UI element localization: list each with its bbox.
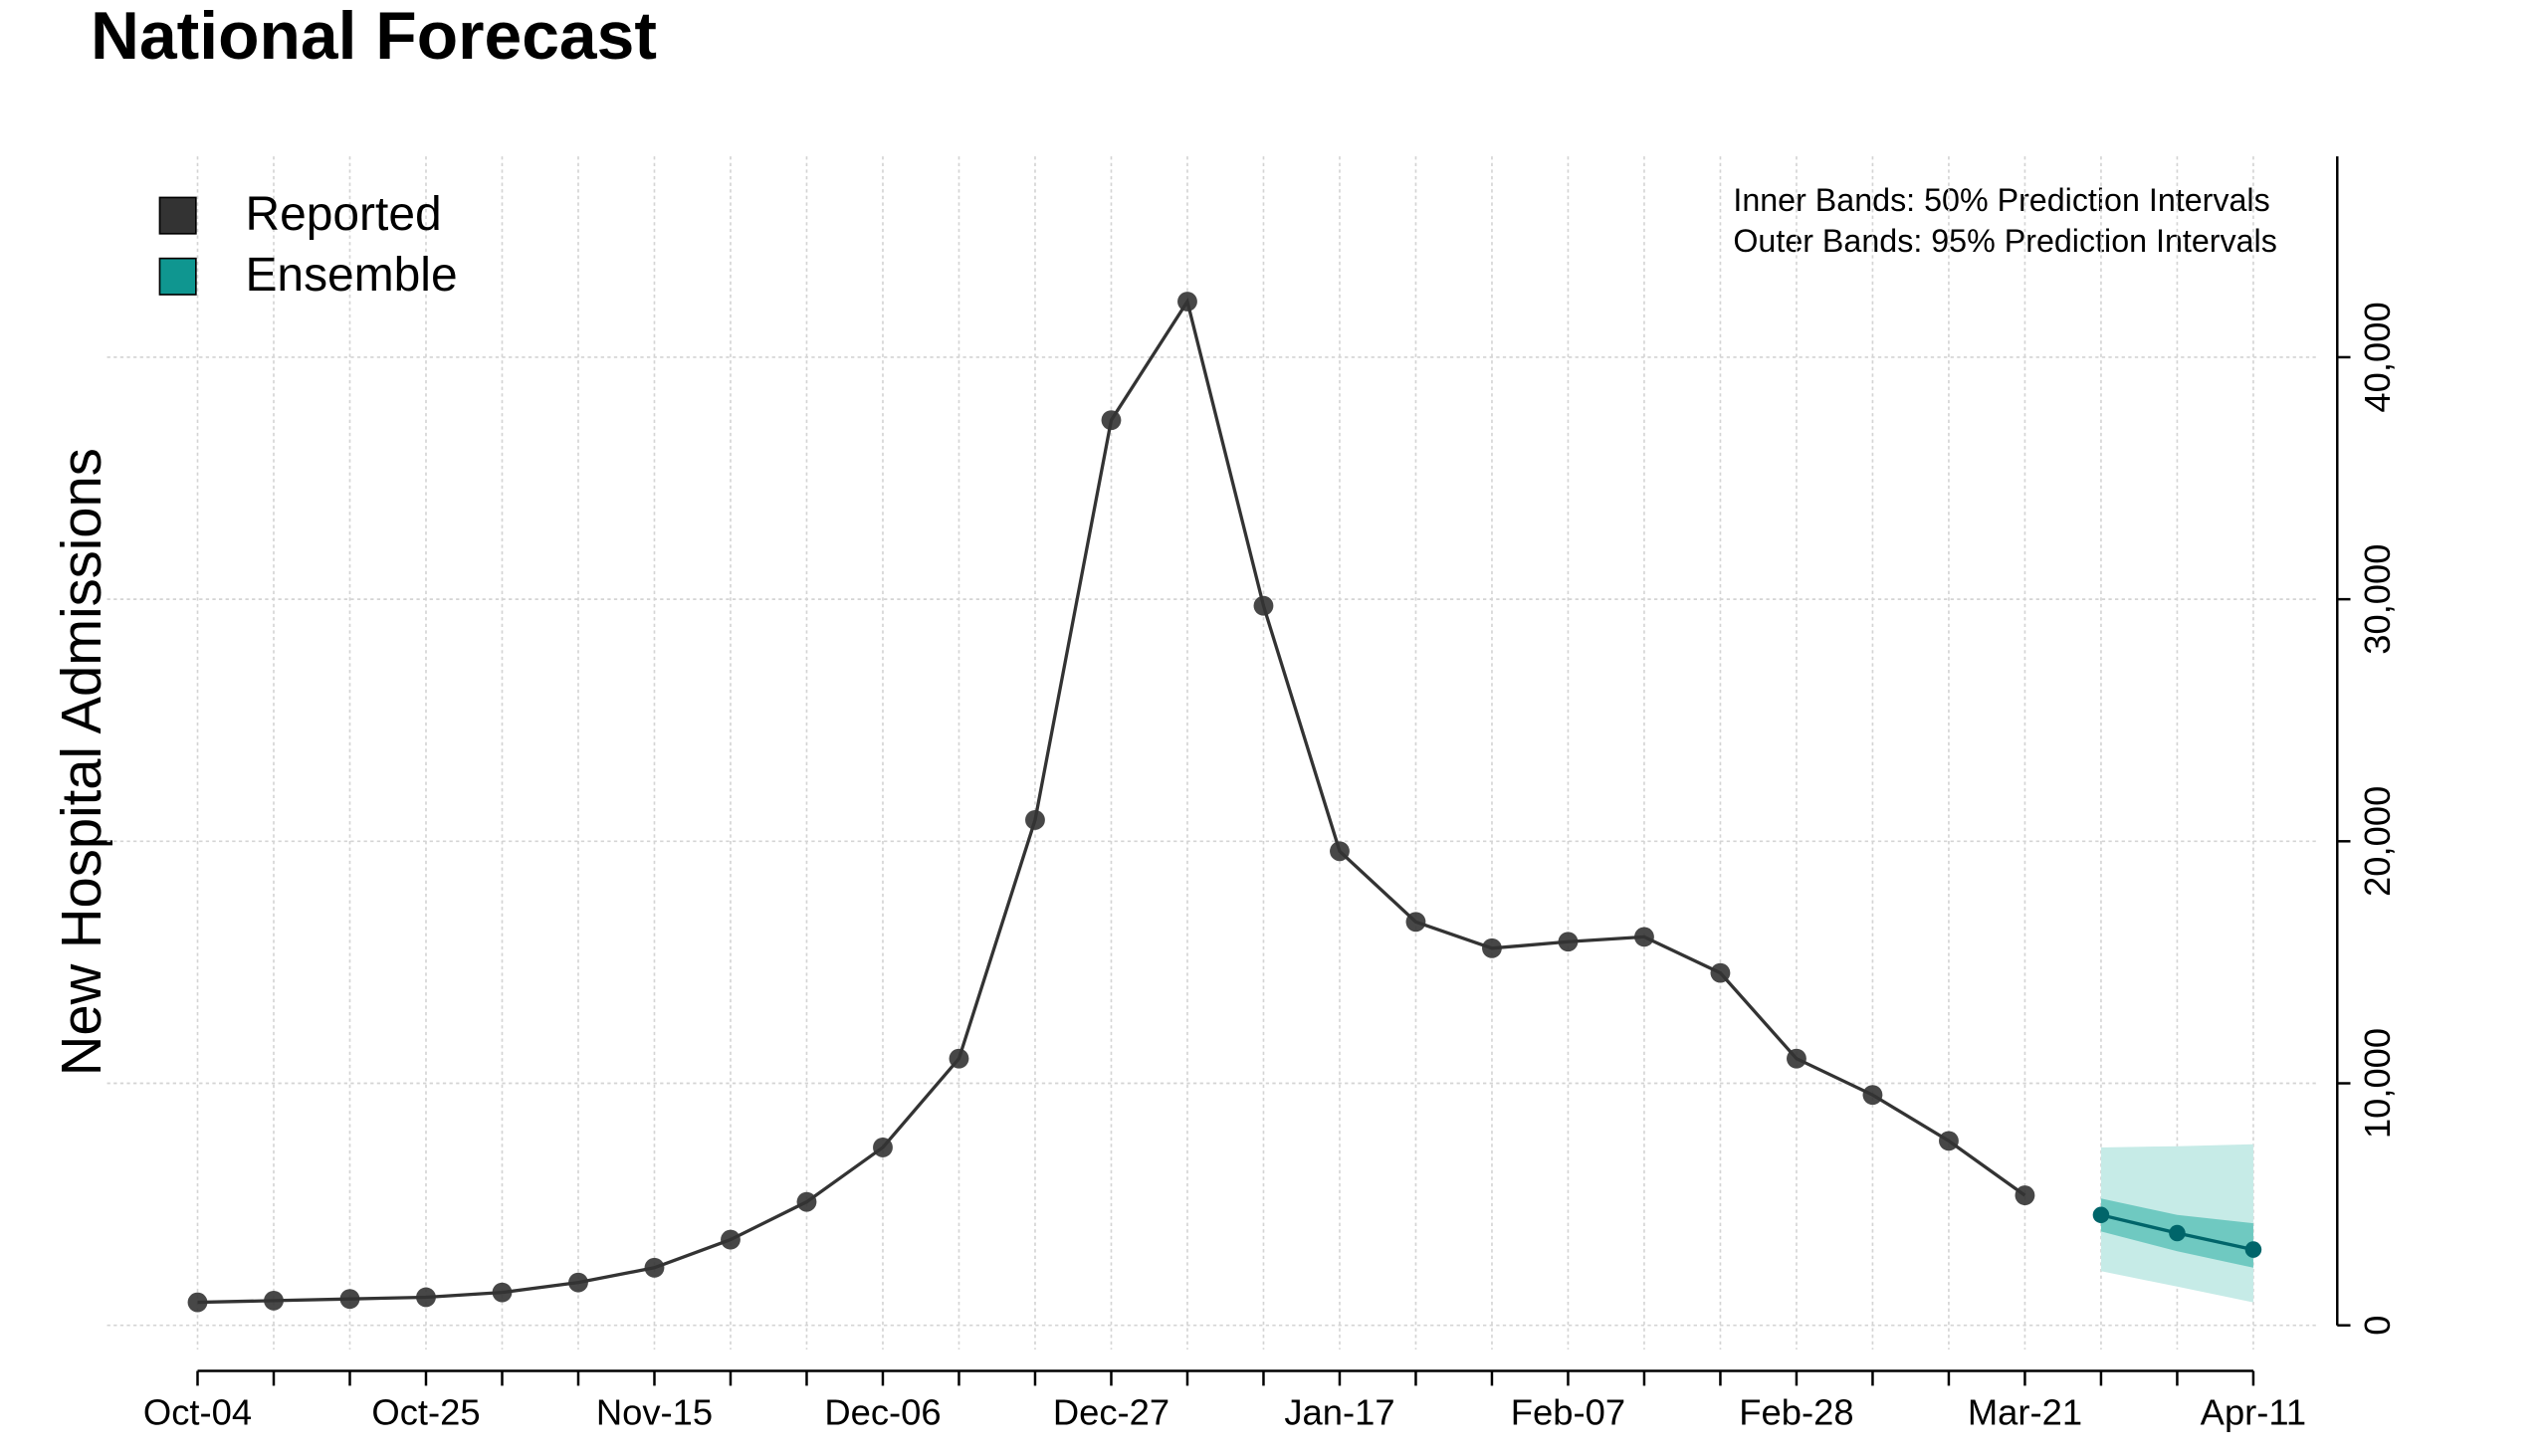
- x-tick-label: Feb-07: [1511, 1392, 1625, 1433]
- data-point: [264, 1290, 284, 1311]
- x-tick-label: Feb-28: [1739, 1392, 1853, 1433]
- data-point: [1710, 962, 1731, 983]
- legend-swatch: [158, 257, 197, 296]
- y-tick-label: 20,000: [2357, 786, 2398, 897]
- legend-label: Reported: [245, 188, 441, 241]
- legend-label: Ensemble: [245, 249, 457, 302]
- y-axis-label: New Hospital Admissions: [50, 448, 112, 1076]
- data-point: [1939, 1131, 1959, 1151]
- x-tick-label: Oct-04: [143, 1392, 252, 1433]
- x-tick-label: Apr-11: [2201, 1392, 2306, 1433]
- x-tick-label: Nov-15: [596, 1392, 713, 1433]
- data-point: [1253, 595, 1274, 616]
- data-point: [492, 1282, 513, 1303]
- legend-swatch: [158, 196, 197, 235]
- data-point: [1634, 927, 1654, 947]
- data-point: [644, 1257, 665, 1278]
- data-point: [568, 1272, 588, 1293]
- data-point: [796, 1191, 817, 1212]
- data-point: [187, 1292, 208, 1313]
- data-point: [873, 1138, 893, 1157]
- data-point: [2169, 1224, 2186, 1242]
- data-point: [1862, 1085, 1883, 1106]
- data-point: [1482, 937, 1502, 958]
- data-point: [416, 1287, 436, 1308]
- data-point: [1177, 292, 1197, 312]
- x-tick-label: Dec-06: [824, 1392, 941, 1433]
- data-point: [1101, 410, 1122, 431]
- x-tick-label: Mar-21: [1968, 1392, 2082, 1433]
- data-point: [1787, 1048, 1806, 1069]
- data-point: [1405, 912, 1426, 933]
- data-point: [1330, 841, 1350, 862]
- data-point: [949, 1048, 969, 1069]
- y-tick-label: 10,000: [2357, 1028, 2398, 1139]
- y-tick-label: 30,000: [2357, 543, 2398, 654]
- annotation: Inner Bands: 50% Prediction Intervals: [1733, 182, 2269, 218]
- chart-title: National Forecast: [91, 0, 657, 74]
- data-point: [339, 1289, 360, 1310]
- y-tick-label: 40,000: [2357, 302, 2398, 412]
- data-point: [1558, 932, 1579, 952]
- data-point: [2244, 1241, 2262, 1258]
- x-tick-label: Jan-17: [1284, 1392, 1394, 1433]
- data-point: [2015, 1185, 2035, 1206]
- data-point: [721, 1229, 741, 1250]
- annotation: Outer Bands: 95% Prediction Intervals: [1733, 223, 2276, 259]
- x-tick-label: Oct-25: [371, 1392, 480, 1433]
- x-tick-label: Dec-27: [1053, 1392, 1169, 1433]
- data-point: [1025, 809, 1045, 830]
- data-point: [2092, 1206, 2110, 1224]
- y-tick-label: 0: [2357, 1316, 2398, 1336]
